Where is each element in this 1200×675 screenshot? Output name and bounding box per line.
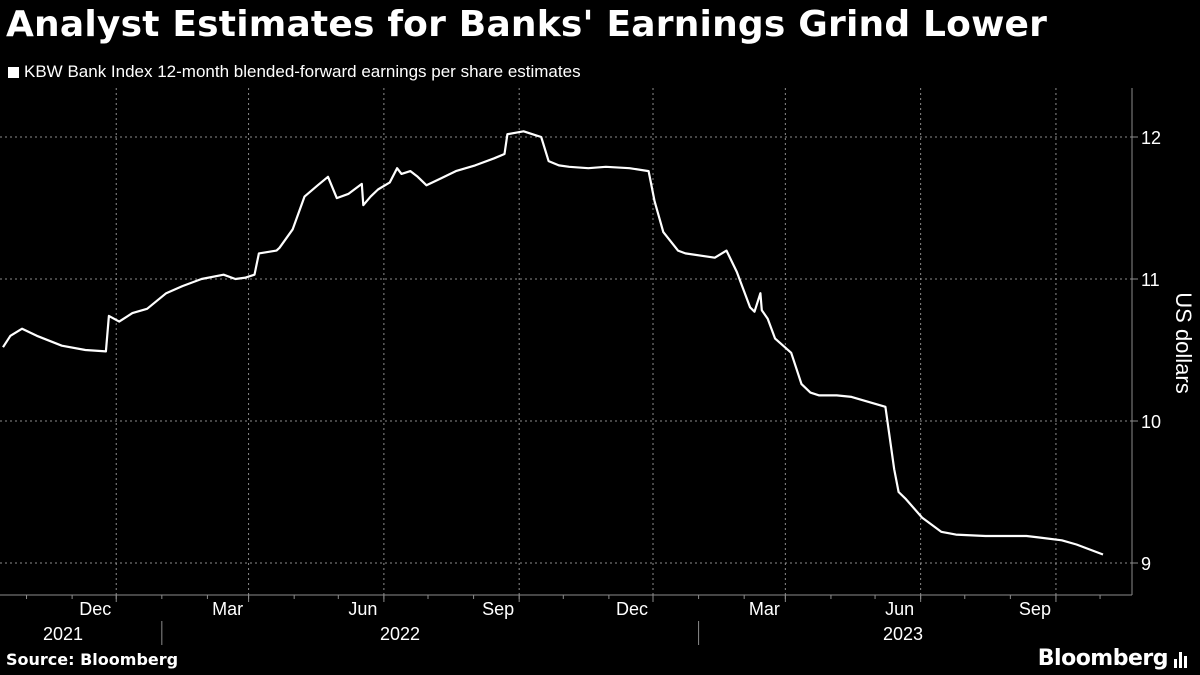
x-month-label: Sep [482,599,514,619]
x-year-label: 2022 [380,624,420,644]
x-tick-labels: Dec Mar Jun Sep Dec Mar Jun Sep 2021 2022 2023 [43,599,1051,644]
x-month-label: Mar [749,599,780,619]
x-year-label: 2021 [43,624,83,644]
legend-swatch [8,66,19,78]
eps-estimate-line [2,130,1104,556]
x-year-label: 2023 [883,624,923,644]
y-tick-label: 9 [1141,554,1151,574]
x-month-label: Dec [616,599,648,619]
x-month-label: Dec [79,599,111,619]
axes [0,88,1138,645]
bloomberg-logo: Bloomberg [1038,646,1190,671]
legend: KBW Bank Index 12-month blended-forward … [8,62,581,82]
x-month-label: Mar [212,599,243,619]
y-tick-labels: 9 10 11 12 [1141,128,1161,574]
y-axis-label: US dollars [1171,292,1196,393]
chart-title: Analyst Estimates for Banks' Earnings Gr… [6,4,1048,45]
bloomberg-mark-icon [1174,650,1190,668]
x-month-label: Jun [885,599,914,619]
y-tick-label: 10 [1141,412,1161,432]
grid-lines [0,88,1132,595]
x-month-label: Sep [1019,599,1051,619]
source-note: Source: Bloomberg [6,650,179,669]
y-tick-label: 12 [1141,128,1161,148]
y-tick-label: 11 [1141,270,1160,290]
legend-label: KBW Bank Index 12-month blended-forward … [24,62,581,81]
brand-name: Bloomberg [1037,646,1169,671]
x-month-label: Jun [348,599,377,619]
